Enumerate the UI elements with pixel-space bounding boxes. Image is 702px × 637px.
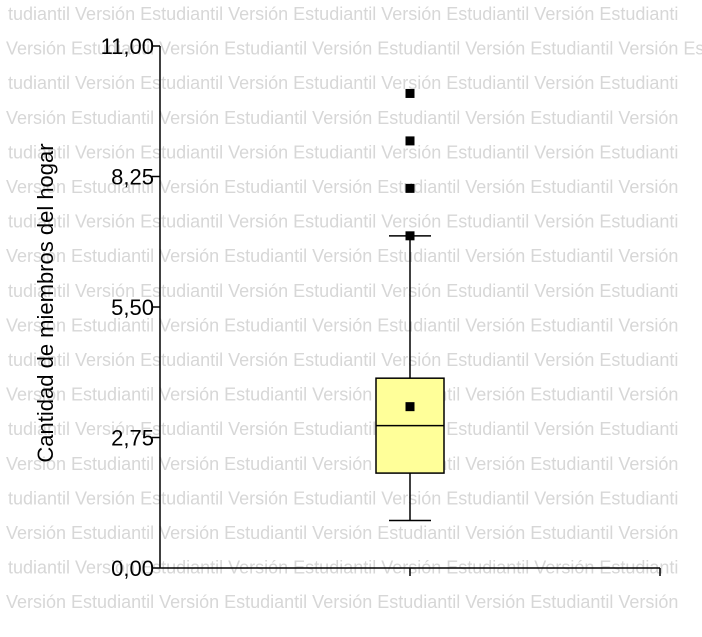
- watermark-layer: tudiantil Versión Estudiantil Versión Es…: [6, 4, 702, 612]
- watermark-row: tudiantil Versión Estudiantil Versión Es…: [8, 350, 678, 370]
- y-tick-label: 0,00: [111, 556, 154, 581]
- watermark-row: tudiantil Versión Estudiantil Versión Es…: [8, 419, 678, 439]
- watermark-row: Versión Estudiantil Versión Estudiantil …: [6, 523, 678, 543]
- watermark-row: tudiantil Versión Estudiantil Versión Es…: [8, 212, 678, 232]
- watermark-row: tudiantil Versión Estudiantil Versión Es…: [8, 281, 678, 301]
- watermark-row: Versión Estudiantil Versión Estudiantil …: [6, 592, 678, 612]
- watermark-row: Versión Estudiantil Versión Estudiantil …: [6, 454, 678, 474]
- watermark-row: tudiantil Versión Estudiantil Versión Es…: [8, 488, 678, 508]
- outlier-point: [405, 136, 415, 146]
- watermark-row: Versión Estudiantil Versión Estudiantil …: [6, 246, 678, 266]
- watermark-row: Versión Estudiantil Versión Estudiantil …: [6, 177, 678, 197]
- watermark-row: Versión Estudiantil Versión Estudiantil …: [6, 385, 678, 405]
- watermark-row: Versión Estudiantil Versión Estudiantil …: [6, 39, 702, 59]
- mean-marker: [405, 402, 415, 412]
- watermark-row: Versión Estudiantil Versión Estudiantil …: [6, 108, 678, 128]
- watermark-row: tudiantil Versión Estudiantil Versión Es…: [8, 73, 678, 93]
- y-tick-label: 11,00: [101, 34, 154, 59]
- outlier-point: [405, 231, 415, 241]
- y-tick-label: 8,25: [111, 165, 154, 190]
- watermark-row: Versión Estudiantil Versión Estudiantil …: [6, 315, 678, 335]
- plot-layer: 0,00 2,75 5,50 8,25 11,00 Cantidad de miembro…: [33, 34, 661, 581]
- y-tick-label: 2,75: [111, 426, 154, 451]
- y-axis-title: Cantidad de miembros del hogar: [33, 143, 58, 462]
- watermark-row: tudiantil Versión Estudiantil Versión Es…: [8, 142, 678, 162]
- outlier-point: [405, 88, 415, 98]
- y-tick-label: 5,50: [111, 295, 154, 320]
- watermark-row: tudiantil Versión Estudiantil Versión Es…: [8, 4, 678, 24]
- outlier-point: [405, 183, 415, 193]
